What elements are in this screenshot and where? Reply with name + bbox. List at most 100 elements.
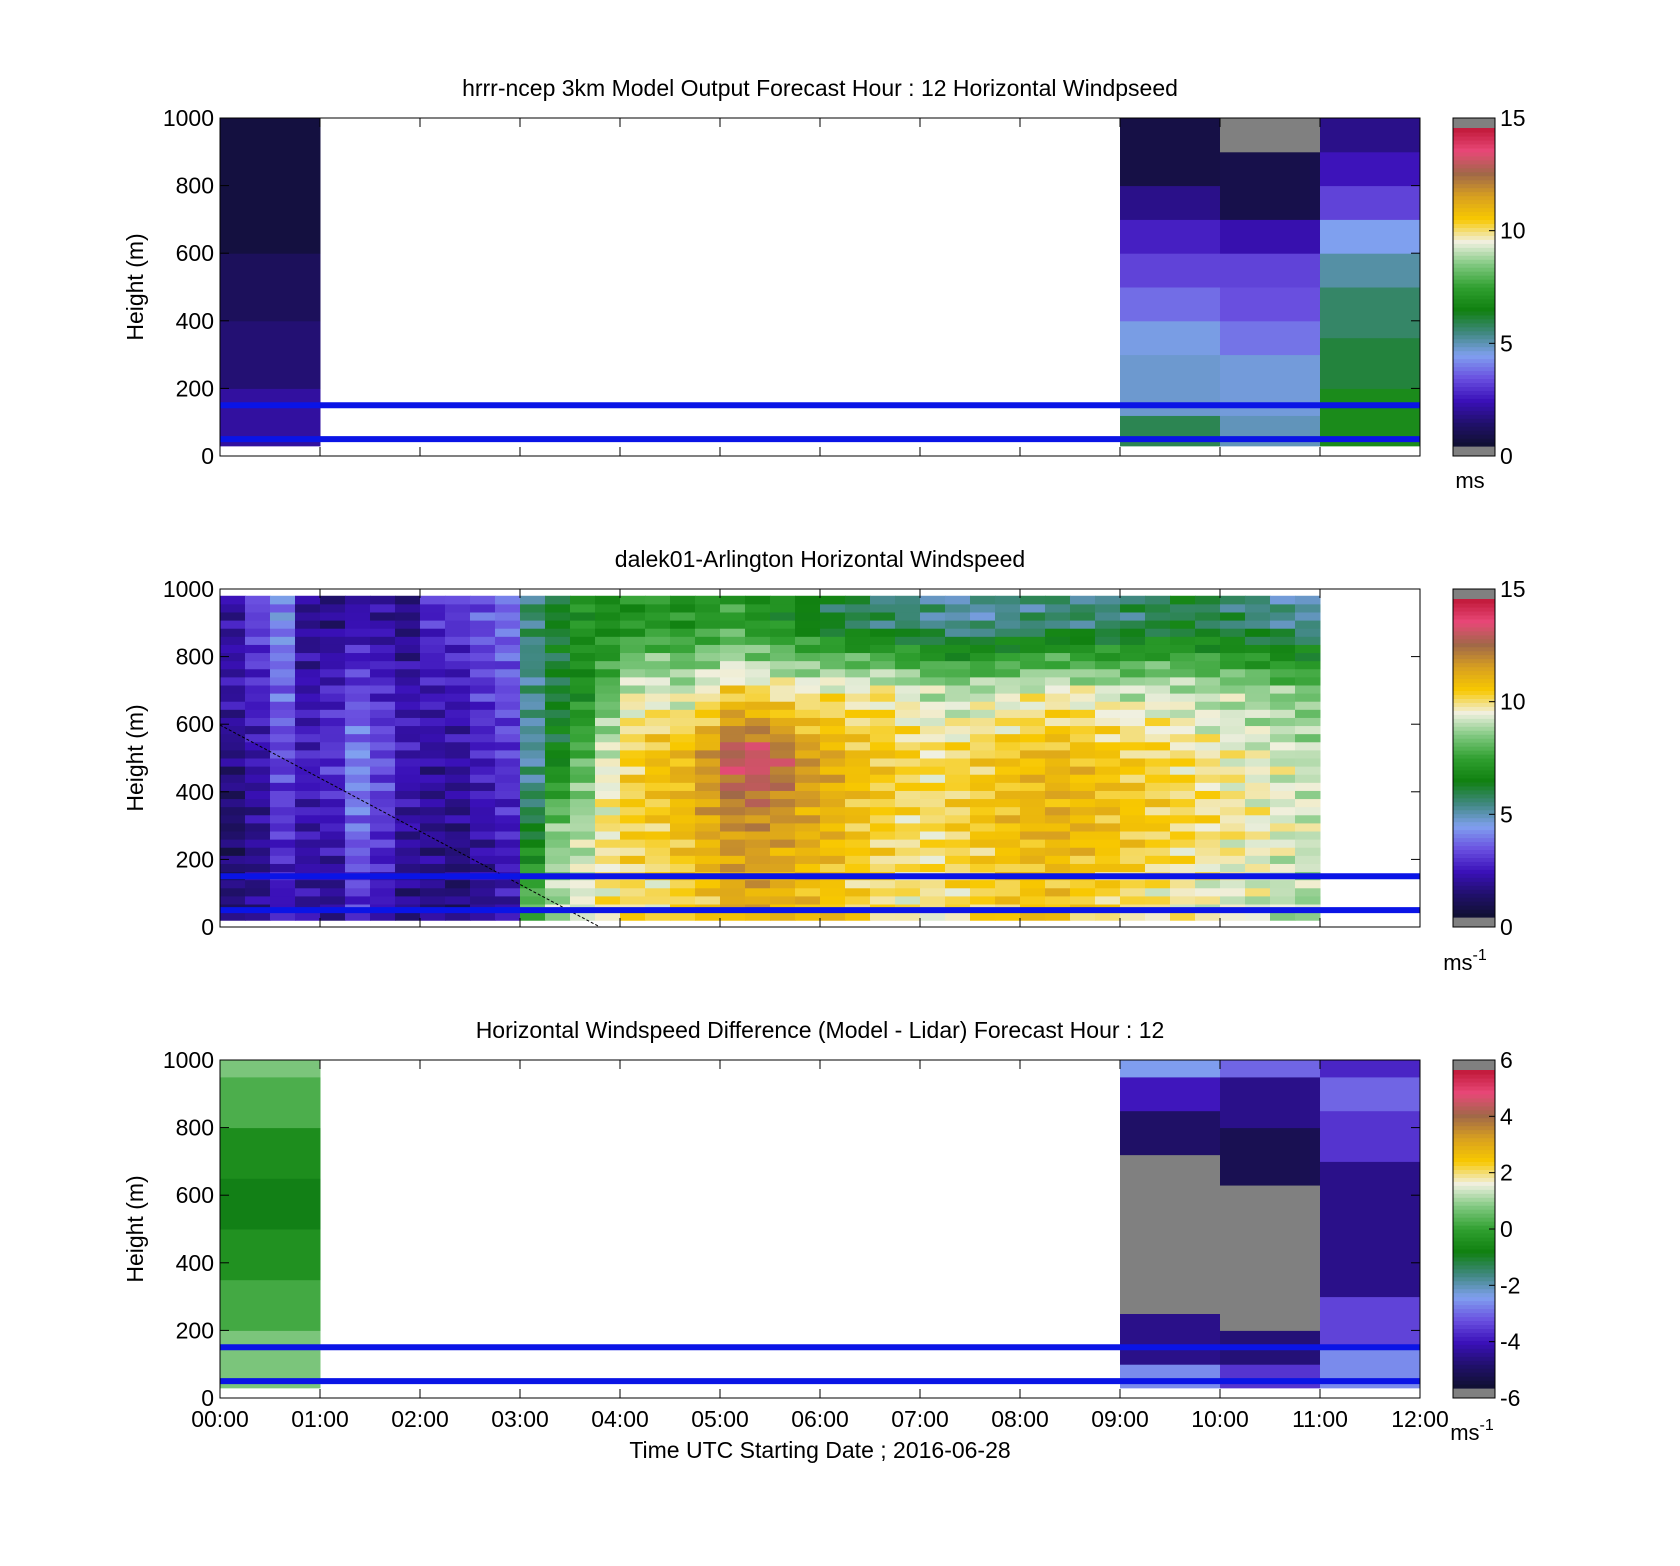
heatmap-cell	[1195, 644, 1221, 654]
heatmap-cell	[1245, 822, 1271, 832]
heatmap-cell	[1220, 668, 1246, 678]
colorbar-segment	[1453, 1185, 1495, 1190]
heatmap-cell	[1195, 798, 1221, 808]
heatmap-cell	[320, 814, 346, 824]
heatmap-cell	[720, 912, 746, 921]
heatmap-cell	[995, 684, 1021, 694]
heatmap-cell	[370, 839, 396, 848]
heatmap-cell	[270, 733, 296, 743]
heatmap-cell	[1320, 1076, 1421, 1112]
colorbar-segment	[1453, 1077, 1495, 1083]
heatmap-cell	[295, 855, 321, 864]
colorbar-segment	[1453, 738, 1495, 743]
heatmap-cell	[670, 895, 696, 905]
heatmap-cell	[345, 733, 371, 743]
colorbar-segment	[1453, 1101, 1495, 1107]
heatmap-cell	[970, 660, 996, 670]
heatmap-cell	[495, 660, 521, 670]
colorbar-segment	[1453, 698, 1495, 703]
heatmap-cell	[795, 741, 821, 751]
heatmap-cell	[220, 660, 246, 670]
heatmap-cell	[545, 733, 571, 743]
colorbar-segment	[1453, 195, 1495, 201]
heatmap-cell	[720, 603, 746, 613]
heatmap-cell	[1120, 847, 1146, 856]
heatmap-cell	[820, 806, 846, 816]
heatmap-cell	[1220, 1185, 1321, 1331]
heatmap-cell	[220, 1127, 321, 1179]
colorbar-segment	[1453, 710, 1495, 715]
heatmap-cell	[570, 879, 596, 889]
heatmap-cell	[295, 758, 321, 767]
heatmap-cell	[270, 652, 296, 662]
heatmap-cell	[1120, 1313, 1221, 1365]
heatmap-cell	[470, 709, 496, 718]
colorbar-segment	[1453, 865, 1495, 870]
heatmap-cell	[320, 895, 346, 905]
heatmap-cell	[920, 749, 946, 759]
heatmap-cell	[670, 693, 696, 702]
heatmap-cell	[620, 741, 646, 751]
heatmap-cell	[1120, 652, 1146, 662]
colorbar-segment	[1453, 1141, 1495, 1147]
heatmap-cell	[895, 701, 921, 710]
colorbar-segment	[1453, 167, 1495, 173]
heatmap-cell	[945, 847, 971, 856]
heatmap-cell	[220, 798, 246, 808]
heatmap-cell	[1195, 636, 1221, 645]
heatmap-cell	[870, 749, 896, 759]
heatmap-cell	[595, 652, 621, 662]
heatmap-cell	[495, 725, 521, 735]
heatmap-cell	[1145, 660, 1171, 670]
heatmap-cell	[995, 636, 1021, 645]
heatmap-cell	[720, 855, 746, 864]
heatmap-cell	[645, 620, 671, 629]
heatmap-cell	[1320, 219, 1421, 254]
heatmap-cell	[645, 912, 671, 921]
heatmap-cell	[945, 676, 971, 686]
heatmap-cell	[595, 733, 621, 743]
colorbar-segment	[1453, 706, 1495, 711]
heatmap-cell	[445, 831, 471, 840]
heatmap-cell	[945, 895, 971, 905]
heatmap-cell	[1320, 1110, 1421, 1162]
heatmap-cell	[420, 709, 446, 718]
heatmap-cell	[1270, 660, 1296, 670]
heatmap-cell	[1145, 676, 1171, 686]
heatmap-cell	[770, 782, 796, 791]
heatmap-cell	[370, 887, 396, 897]
colorbar-segment	[1453, 354, 1495, 360]
heatmap-cell	[1020, 822, 1046, 832]
heatmap-cell	[470, 912, 496, 921]
heatmap-cell	[1120, 1110, 1221, 1156]
heatmap-cell	[370, 879, 396, 889]
heatmap-cell	[1045, 790, 1071, 800]
heatmap-cell	[920, 814, 946, 824]
heatmap-cell	[1095, 758, 1121, 767]
heatmap-cell	[295, 774, 321, 783]
heatmap-cell	[1170, 603, 1196, 613]
heatmap-cell	[595, 887, 621, 897]
heatmap-cell	[1170, 668, 1196, 678]
heatmap-cell	[745, 887, 771, 897]
heatmap-cell	[920, 595, 946, 605]
heatmap-cell	[570, 847, 596, 856]
heatmap-cell	[1220, 798, 1246, 808]
heatmap-cell	[920, 611, 946, 621]
heatmap-cell	[595, 863, 621, 873]
heatmap-cell	[220, 855, 246, 864]
heatmap-cell	[1220, 595, 1246, 605]
colorbar-segment	[1453, 877, 1495, 882]
heatmap-cell	[720, 749, 746, 759]
heatmap-cell	[1120, 701, 1146, 710]
heatmap-cell	[1020, 790, 1046, 800]
heatmap-cell	[220, 693, 246, 702]
heatmap-cell	[1220, 628, 1246, 637]
heatmap-cell	[545, 717, 571, 727]
heatmap-cell	[520, 790, 546, 800]
heatmap-cell	[420, 644, 446, 654]
heatmap-cell	[645, 782, 671, 791]
heatmap-cell	[1170, 611, 1196, 621]
heatmap-cell	[970, 798, 996, 808]
heatmap-cell	[895, 847, 921, 856]
